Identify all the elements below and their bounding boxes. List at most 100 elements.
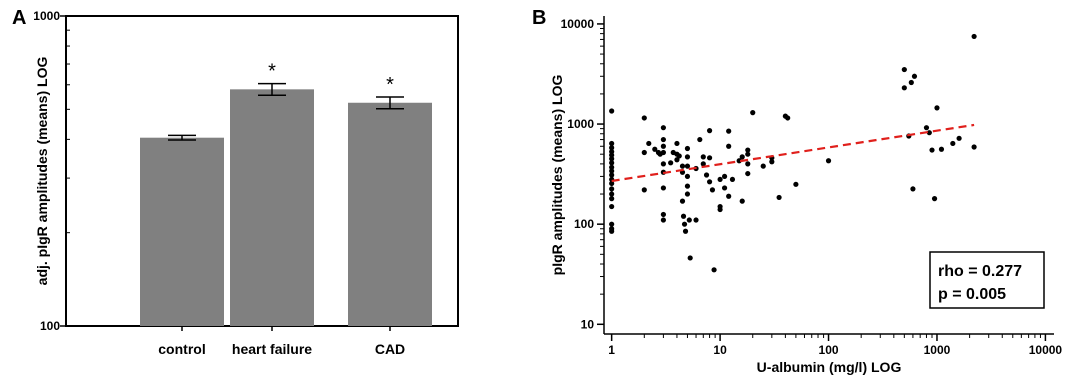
data-point <box>684 173 691 180</box>
panel-b-x-tick-label: 10 <box>713 343 727 357</box>
panel-a-y-tick-label: 100 <box>40 319 60 333</box>
data-point <box>938 146 945 152</box>
data-point <box>745 147 751 153</box>
data-point <box>825 158 832 164</box>
data-point <box>609 191 615 197</box>
data-point <box>684 154 691 160</box>
data-point <box>680 213 687 219</box>
data-point <box>729 176 736 183</box>
category-label: control <box>158 341 205 357</box>
data-point <box>660 185 666 191</box>
data-point <box>700 154 706 160</box>
data-point <box>901 66 907 73</box>
panel-b-y-tick-label: 1000 <box>567 117 594 131</box>
bar-CAD <box>348 102 432 327</box>
data-point <box>674 140 680 147</box>
panel-b-y-tick-label: 100 <box>574 217 594 231</box>
data-point <box>697 136 703 143</box>
data-point <box>923 125 930 131</box>
data-point <box>609 203 615 210</box>
data-point <box>660 161 666 167</box>
panel-b-y-axis-title: pIgR amplitudes (means) LOG <box>549 75 565 276</box>
data-point <box>679 163 686 169</box>
data-point <box>682 228 689 234</box>
data-point <box>681 221 688 227</box>
data-point <box>641 149 647 156</box>
data-point <box>785 115 791 121</box>
panel-b-x-axis-title: U-albumin (mg/l) LOG <box>757 359 902 375</box>
data-point <box>711 267 717 273</box>
data-point <box>750 110 756 116</box>
data-point <box>717 176 723 183</box>
data-point <box>609 108 615 114</box>
data-point <box>660 211 666 218</box>
panel-letter-b: B <box>532 7 546 29</box>
data-point <box>609 152 615 158</box>
data-point <box>931 196 938 202</box>
panel-a-y-axis-title: adj. pIgR amplitudes (means) LOG <box>34 57 50 286</box>
data-point <box>609 228 615 234</box>
data-point <box>609 156 615 162</box>
panel-b-x-tick-label: 100 <box>819 343 839 357</box>
data-point <box>609 145 615 151</box>
data-point <box>700 161 706 167</box>
data-point <box>769 159 775 165</box>
data-point <box>910 186 916 192</box>
data-point <box>726 193 732 199</box>
panel-b-y-tick-label: 10 <box>581 317 595 331</box>
significance-mark: * <box>268 61 276 83</box>
panel-letter-a: A <box>12 7 26 29</box>
data-point <box>641 187 647 193</box>
data-point <box>609 160 615 166</box>
data-point <box>660 143 666 149</box>
data-point <box>609 186 615 192</box>
data-point <box>609 221 615 227</box>
data-point <box>709 187 716 193</box>
data-point <box>684 163 691 169</box>
data-point <box>901 85 907 91</box>
data-point <box>706 128 713 134</box>
category-label: CAD <box>375 341 405 357</box>
panel-b-y-tick-label: 10000 <box>561 17 595 31</box>
panel-b-x-tick-label: 1000 <box>924 343 951 357</box>
data-point <box>609 172 615 178</box>
bar-heart-failure <box>230 89 314 327</box>
data-point <box>971 144 977 150</box>
data-point <box>726 143 732 149</box>
panel-a-chart: 100 1000 control * heart failure * CAD adj. pIg… <box>33 9 459 357</box>
data-point <box>674 157 680 163</box>
data-point <box>908 79 914 86</box>
data-point <box>609 196 615 202</box>
data-point <box>693 217 699 223</box>
data-point <box>934 105 940 111</box>
data-point <box>721 185 728 191</box>
data-point <box>652 146 658 152</box>
data-point <box>684 183 691 189</box>
data-point <box>793 181 799 187</box>
data-point <box>956 135 962 141</box>
panel-b-x-tick-label: 1 <box>608 343 615 357</box>
panel-b-chart: 1 10 100 1000 10000 10 100 1000 10000 rho = 0.277… <box>549 16 1062 375</box>
data-point <box>660 217 666 223</box>
data-point <box>646 140 652 147</box>
data-point <box>660 136 666 143</box>
significance-mark: * <box>386 74 394 96</box>
data-point <box>668 160 674 166</box>
data-point <box>776 194 782 201</box>
data-point <box>929 147 935 153</box>
bar-control <box>140 137 224 326</box>
data-point <box>950 140 956 147</box>
data-point <box>687 255 693 261</box>
category-label: heart failure <box>232 341 312 357</box>
data-point <box>660 149 666 156</box>
data-point <box>609 140 615 147</box>
data-point <box>706 155 713 161</box>
data-point <box>739 154 745 160</box>
stat-p: p = 0.005 <box>938 286 1006 303</box>
data-point <box>745 161 751 167</box>
data-point <box>684 191 691 197</box>
data-point <box>911 73 918 79</box>
trend-line <box>611 123 975 183</box>
panel-b-x-tick-label: 10000 <box>1029 343 1063 357</box>
